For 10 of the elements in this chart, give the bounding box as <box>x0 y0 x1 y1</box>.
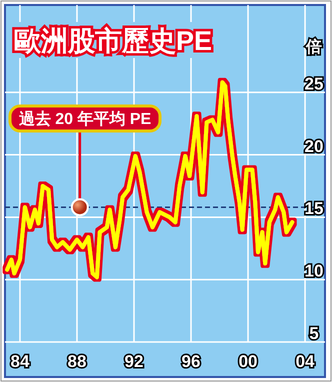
x-tick-label: 88 <box>68 352 86 371</box>
y-axis-title: 倍 <box>305 38 322 56</box>
x-tick-label: 04 <box>296 352 316 371</box>
annotation: 過去 20 年平均 PE <box>18 110 152 128</box>
y-tick-label: 5 <box>309 324 319 344</box>
text: 歐洲股市歷史PE <box>14 26 212 56</box>
x-tick-label: 00 <box>238 352 258 371</box>
x-tick-label: 84 <box>10 352 30 371</box>
x-tick-label: 96 <box>182 352 200 371</box>
x-tick-label: 92 <box>124 352 144 371</box>
